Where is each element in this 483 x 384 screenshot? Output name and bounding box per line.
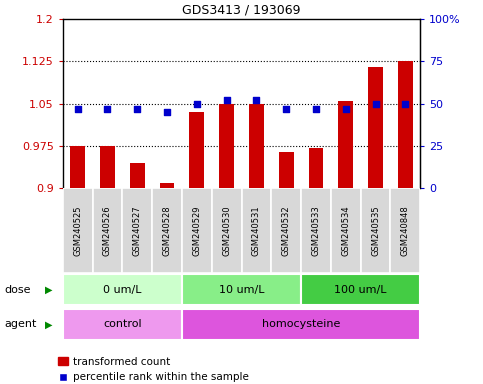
Text: GSM240531: GSM240531	[252, 205, 261, 256]
Text: GSM240527: GSM240527	[133, 205, 142, 256]
FancyBboxPatch shape	[271, 188, 301, 273]
Bar	[368, 67, 383, 188]
FancyBboxPatch shape	[122, 188, 152, 273]
Text: 0 um/L: 0 um/L	[103, 285, 142, 295]
FancyBboxPatch shape	[212, 188, 242, 273]
Point	[372, 101, 380, 107]
FancyBboxPatch shape	[152, 188, 182, 273]
Legend: transformed count, percentile rank within the sample: transformed count, percentile rank withi…	[54, 353, 254, 384]
Bar	[338, 101, 353, 188]
Bar	[70, 146, 85, 188]
Text: GSM240530: GSM240530	[222, 205, 231, 256]
Bar	[189, 112, 204, 188]
Text: GSM240525: GSM240525	[73, 205, 82, 256]
Text: GSM240535: GSM240535	[371, 205, 380, 256]
Text: agent: agent	[5, 319, 37, 329]
Text: GSM240529: GSM240529	[192, 205, 201, 256]
Bar	[159, 182, 174, 188]
FancyBboxPatch shape	[93, 188, 122, 273]
Point	[282, 106, 290, 112]
Text: GSM240532: GSM240532	[282, 205, 291, 256]
Bar	[219, 104, 234, 188]
Point	[312, 106, 320, 112]
FancyBboxPatch shape	[63, 188, 93, 273]
Text: ▶: ▶	[44, 285, 52, 295]
Text: GSM240528: GSM240528	[163, 205, 171, 256]
Bar	[309, 147, 324, 188]
Point	[74, 106, 82, 112]
Text: GSM240534: GSM240534	[341, 205, 350, 256]
FancyBboxPatch shape	[182, 274, 301, 306]
Point	[342, 106, 350, 112]
FancyBboxPatch shape	[182, 188, 212, 273]
FancyBboxPatch shape	[242, 188, 271, 273]
FancyBboxPatch shape	[301, 188, 331, 273]
Bar	[130, 163, 145, 188]
FancyBboxPatch shape	[331, 188, 361, 273]
Point	[253, 97, 260, 103]
FancyBboxPatch shape	[390, 188, 420, 273]
Text: 100 um/L: 100 um/L	[334, 285, 387, 295]
Text: GSM240526: GSM240526	[103, 205, 112, 256]
FancyBboxPatch shape	[63, 309, 182, 340]
Point	[133, 106, 141, 112]
Point	[104, 106, 112, 112]
FancyBboxPatch shape	[361, 188, 390, 273]
FancyBboxPatch shape	[63, 274, 182, 306]
Text: homocysteine: homocysteine	[262, 319, 340, 329]
Bar	[398, 61, 413, 188]
Point	[401, 101, 409, 107]
Title: GDS3413 / 193069: GDS3413 / 193069	[182, 3, 301, 17]
Point	[223, 97, 230, 103]
Text: control: control	[103, 319, 142, 329]
Text: GSM240848: GSM240848	[401, 205, 410, 256]
Point	[193, 101, 201, 107]
Text: dose: dose	[5, 285, 31, 295]
FancyBboxPatch shape	[301, 274, 420, 306]
Bar	[249, 104, 264, 188]
Point	[163, 109, 171, 115]
Bar	[279, 152, 294, 188]
Text: GSM240533: GSM240533	[312, 205, 320, 256]
Text: 10 um/L: 10 um/L	[219, 285, 264, 295]
Bar	[100, 146, 115, 188]
Text: ▶: ▶	[44, 319, 52, 329]
FancyBboxPatch shape	[182, 309, 420, 340]
